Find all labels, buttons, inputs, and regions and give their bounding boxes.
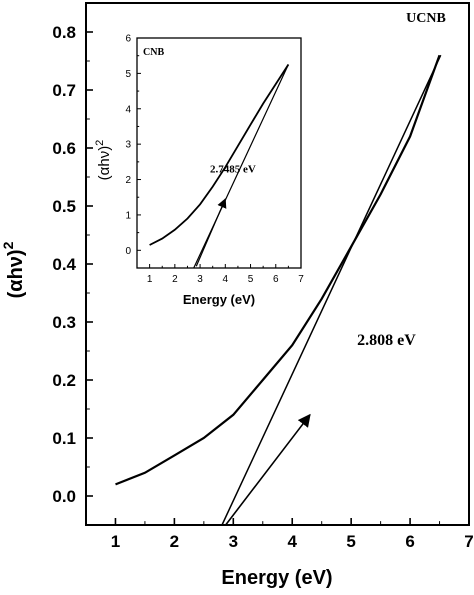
main-y-tick-label: 0.3 bbox=[52, 313, 76, 332]
inset-x-tick-label: 5 bbox=[248, 274, 254, 285]
main-x-tick-label: 5 bbox=[346, 532, 355, 551]
inset-x-tick-label: 2 bbox=[172, 274, 178, 285]
main-tangent-line bbox=[221, 54, 442, 526]
main-y-tick-label: 0.8 bbox=[52, 23, 76, 42]
inset-y-axis-label: (αhν)2 bbox=[94, 140, 113, 181]
main-absorption-curve bbox=[115, 54, 441, 486]
main-y-tick-label: 0.4 bbox=[52, 255, 76, 274]
inset-y-tick-label: 5 bbox=[125, 69, 131, 80]
main-x-tick-label: 1 bbox=[111, 532, 120, 551]
main-y-axis-label: (αhν)2 bbox=[0, 241, 27, 298]
inset-x-tick-label: 7 bbox=[298, 274, 304, 285]
inset-absorption-curve bbox=[149, 64, 290, 246]
inset-x-axis-label: Energy (eV) bbox=[183, 292, 255, 307]
inset-x-tick-label: 6 bbox=[273, 274, 279, 285]
inset-bandgap-annotation: 2.7485 eV bbox=[210, 163, 256, 175]
main-bandgap-annotation: 2.808 eV bbox=[357, 332, 416, 349]
inset-y-tick-label: 3 bbox=[125, 140, 131, 151]
main-x-tick-label: 7 bbox=[464, 532, 473, 551]
inset-y-ticks: 0 1 2 3 4 5 6 bbox=[125, 34, 141, 257]
main-y-tick-label: 0.6 bbox=[52, 139, 76, 158]
main-x-axis-label: Energy (eV) bbox=[221, 567, 332, 589]
inset-y-tick-label: 2 bbox=[125, 175, 131, 186]
inset-background bbox=[137, 38, 301, 268]
main-y-tick-label: 0.2 bbox=[52, 371, 76, 390]
main-x-tick-label: 3 bbox=[229, 532, 238, 551]
inset-x-tick-label: 3 bbox=[197, 274, 203, 285]
main-bandgap-arrow bbox=[225, 413, 311, 526]
main-x-tick-label: 2 bbox=[170, 532, 179, 551]
inset-x-tick-label: 1 bbox=[147, 274, 153, 285]
main-y-tick-label: 0.0 bbox=[52, 487, 76, 506]
inset-sample-label: CNB bbox=[143, 47, 164, 58]
inset-y-tick-label: 6 bbox=[125, 34, 131, 45]
main-y-ticks: 0.0 0.1 0.2 0.3 0.4 0.5 0.6 0.7 0.8 bbox=[52, 23, 93, 506]
inset-bandgap-arrow bbox=[195, 198, 227, 267]
inset-plot-frame bbox=[136, 37, 302, 269]
main-y-tick-label: 0.1 bbox=[52, 429, 76, 448]
inset-panel: 1 2 3 4 5 6 7 0 1 2 3 4 5 6 2.7485 eV CNB Energy (eV… bbox=[94, 34, 304, 308]
main-y-tick-label: 0.5 bbox=[52, 197, 76, 216]
inset-x-tick-label: 4 bbox=[223, 274, 229, 285]
main-x-ticks: 1 2 3 4 5 6 7 bbox=[111, 518, 474, 551]
main-sample-label: UCNB bbox=[406, 11, 446, 26]
main-x-tick-label: 4 bbox=[287, 532, 297, 551]
inset-y-tick-label: 0 bbox=[125, 246, 131, 257]
inset-y-tick-label: 4 bbox=[125, 104, 131, 115]
main-y-tick-label: 0.7 bbox=[52, 81, 76, 100]
main-x-tick-label: 6 bbox=[405, 532, 414, 551]
inset-tangent-line bbox=[193, 64, 289, 269]
inset-y-tick-label: 1 bbox=[125, 210, 131, 221]
inset-x-ticks: 1 2 3 4 5 6 7 bbox=[147, 264, 304, 285]
